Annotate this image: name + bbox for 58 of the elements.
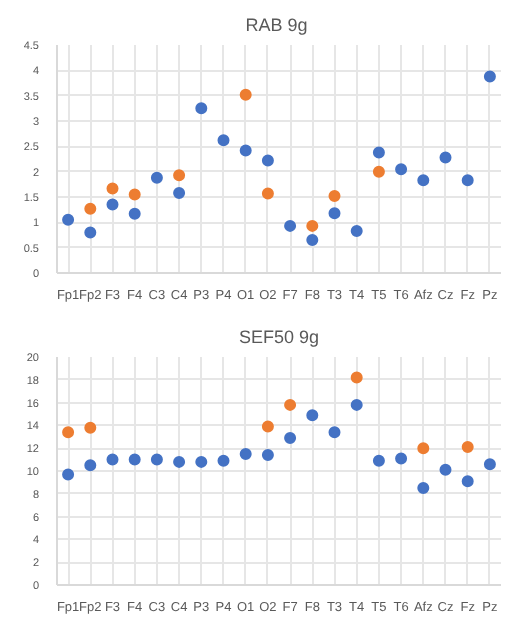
- point: [150, 171, 163, 184]
- point: [417, 174, 430, 187]
- point: [84, 421, 97, 434]
- point: [261, 420, 274, 433]
- point: [439, 151, 452, 164]
- point: [483, 70, 496, 83]
- point: [128, 207, 141, 220]
- point: [84, 226, 97, 239]
- point: [106, 453, 119, 466]
- point: [439, 463, 452, 476]
- point: [62, 426, 75, 439]
- point: [217, 134, 230, 147]
- point: [106, 198, 119, 211]
- point: [261, 449, 274, 462]
- point: [84, 202, 97, 215]
- point: [417, 482, 430, 495]
- point: [150, 453, 163, 466]
- point: [328, 426, 341, 439]
- point: [261, 154, 274, 167]
- point: [350, 224, 363, 237]
- point: [128, 453, 141, 466]
- point: [128, 188, 141, 201]
- point: [306, 234, 319, 247]
- point: [395, 163, 408, 176]
- point: [306, 409, 319, 422]
- point: [62, 213, 75, 226]
- point: [239, 447, 252, 460]
- point: [173, 455, 186, 468]
- point: [173, 186, 186, 199]
- point: [217, 454, 230, 467]
- point: [239, 88, 252, 101]
- point: [328, 207, 341, 220]
- point: [284, 219, 297, 232]
- point: [195, 455, 208, 468]
- point: [483, 458, 496, 471]
- point: [62, 468, 75, 481]
- point: [306, 219, 319, 232]
- point: [195, 102, 208, 115]
- point: [106, 182, 119, 195]
- point: [417, 442, 430, 455]
- point: [173, 169, 186, 182]
- chart-title: RAB 9g: [245, 15, 308, 35]
- point: [372, 146, 385, 159]
- point: [261, 187, 274, 200]
- point: [350, 371, 363, 384]
- point: [84, 459, 97, 472]
- point: [284, 398, 297, 411]
- point: [239, 144, 252, 157]
- point: [328, 190, 341, 202]
- point: [372, 165, 385, 178]
- point: [350, 398, 363, 411]
- point: [461, 441, 474, 454]
- point: [461, 174, 474, 187]
- point: [395, 452, 408, 465]
- point: [461, 475, 474, 488]
- point: [372, 454, 385, 467]
- point: [284, 431, 297, 444]
- chart-title: SEF50 9g: [238, 327, 320, 347]
